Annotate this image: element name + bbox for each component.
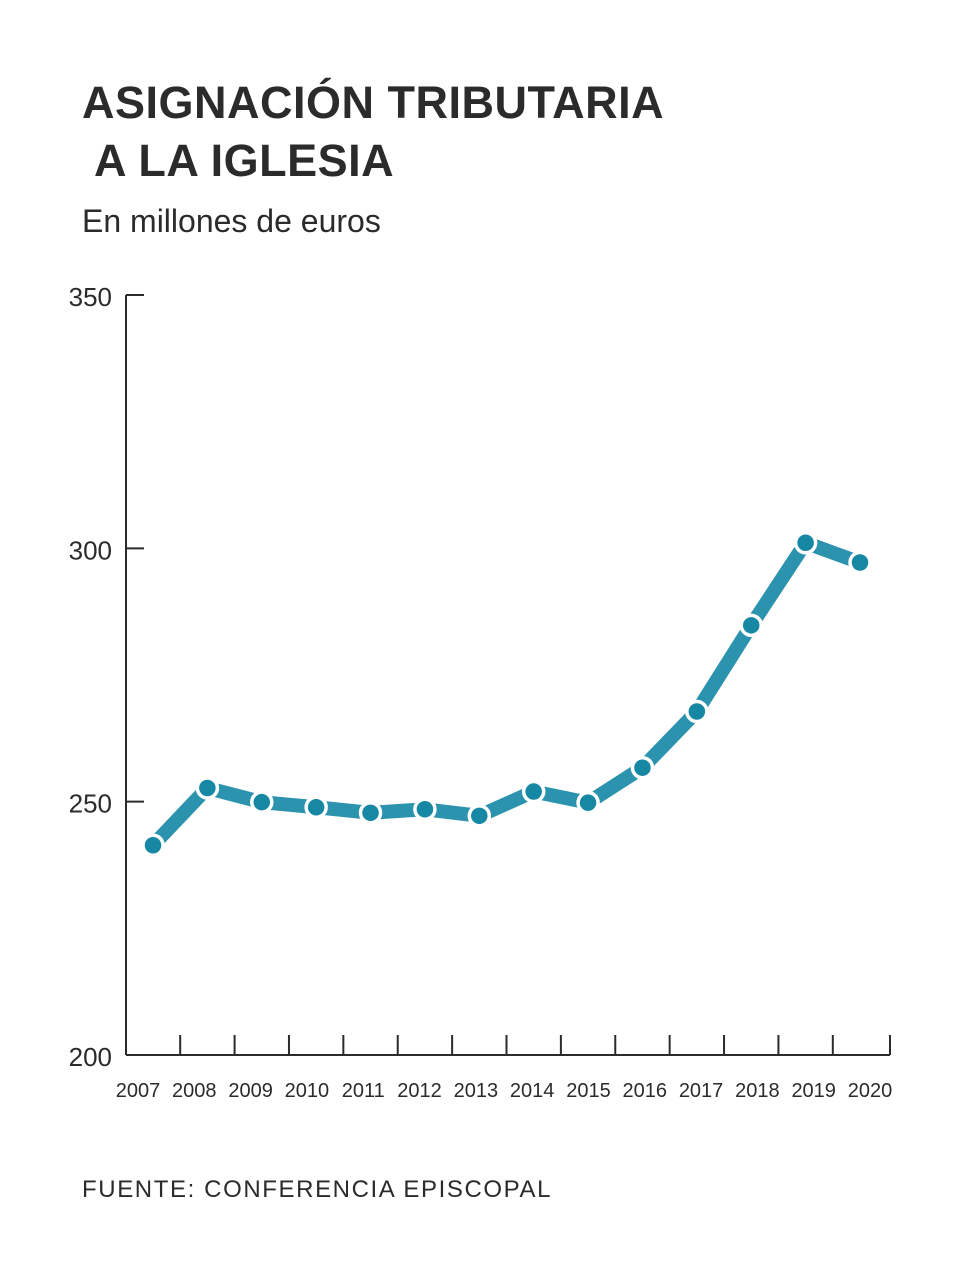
- x-tick-label: 2009: [228, 1080, 273, 1102]
- data-point: [793, 531, 818, 555]
- chart-subtitle: En millones de euros: [82, 203, 381, 239]
- line-chart: 200 250 300 350 2007 2008 2009 2010 2011 2012 2013…: [69, 282, 893, 1102]
- x-tick-label: 2018: [735, 1080, 780, 1102]
- x-tick-label: 2019: [791, 1080, 836, 1102]
- data-point: [250, 790, 274, 814]
- y-tick-label: 200: [69, 1042, 112, 1072]
- x-tick-label: 2020: [848, 1080, 893, 1102]
- x-tick-label: 2007: [116, 1080, 161, 1102]
- data-point: [467, 804, 492, 828]
- x-tick-label: 2017: [679, 1080, 724, 1102]
- data-point: [848, 550, 872, 575]
- y-tick-label: 350: [69, 282, 112, 312]
- data-point: [141, 833, 165, 857]
- data-point: [576, 790, 600, 815]
- chart-title-line1: ASIGNACIÓN TRIBUTARIA: [82, 77, 665, 128]
- data-point: [195, 776, 220, 800]
- source-note: FUENTE: CONFERENCIA EPISCOPAL: [82, 1176, 553, 1203]
- x-tick-label: 2010: [285, 1080, 330, 1102]
- data-point: [521, 779, 546, 804]
- y-tick-label: 300: [69, 535, 112, 565]
- chart-title: ASIGNACIÓN TRIBUTARIA A LA IGLESIA: [82, 74, 664, 190]
- x-tick-label: 2014: [510, 1080, 555, 1102]
- data-point: [685, 699, 709, 724]
- x-tick-label: 2012: [397, 1080, 442, 1102]
- data-point: [739, 613, 763, 638]
- chart-axes: 200 250 300 350 2007 2008 2009 2010 2011 2012 2013…: [69, 282, 893, 1102]
- data-point: [630, 755, 655, 780]
- data-point: [358, 801, 383, 825]
- chart-title-line2: A LA IGLESIA: [94, 135, 395, 186]
- x-tick-label: 2008: [172, 1080, 217, 1102]
- chart-series: [141, 531, 872, 857]
- y-tick-label: 250: [69, 789, 112, 819]
- x-tick-label: 2013: [454, 1080, 499, 1102]
- data-point: [304, 795, 328, 819]
- data-point: [413, 797, 437, 822]
- x-tick-label: 2016: [623, 1080, 668, 1102]
- x-tick-label: 2015: [566, 1080, 611, 1102]
- x-tick-label: 2011: [342, 1080, 385, 1102]
